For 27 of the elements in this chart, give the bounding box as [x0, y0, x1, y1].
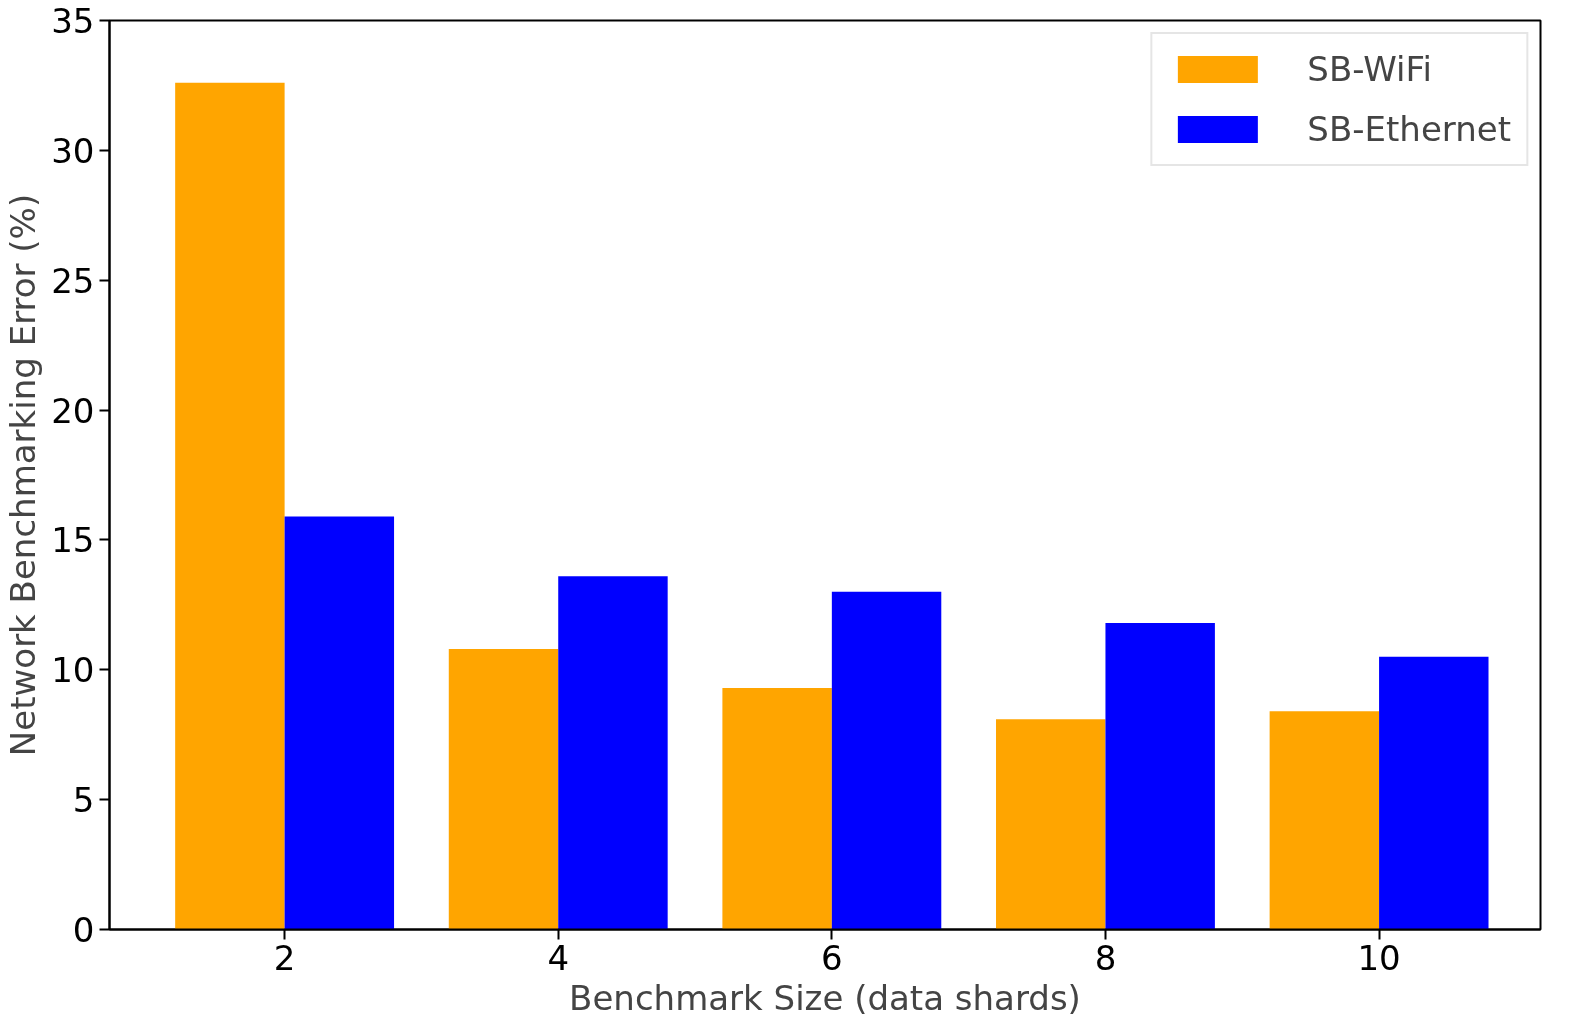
bar: [1269, 711, 1380, 930]
y-tick-label: 15: [51, 520, 95, 561]
y-tick-label: 20: [51, 390, 95, 431]
x-tick-label: 10: [1357, 937, 1401, 978]
legend-label: SB-Ethernet: [1307, 109, 1511, 149]
bar: [1105, 623, 1215, 930]
legend-label: SB-WiFi: [1307, 49, 1433, 89]
bar: [284, 516, 395, 930]
bar: [448, 649, 559, 930]
x-tick-label: 2: [273, 937, 296, 978]
x-tick-label: 6: [821, 937, 843, 978]
bar: [558, 576, 668, 930]
x-tick-label: 4: [547, 937, 570, 978]
y-tick-label: 25: [51, 260, 95, 301]
y-tick-label: 30: [51, 130, 95, 171]
bar: [722, 687, 832, 930]
bar: [1379, 656, 1489, 930]
y-tick-label: 10: [51, 650, 95, 691]
y-tick-label: 35: [51, 1, 95, 41]
bar: [996, 719, 1106, 930]
y-axis-title: Network Benchmarking Error (%): [3, 193, 44, 757]
y-tick-label: 0: [72, 910, 95, 950]
bar: [831, 591, 942, 930]
x-axis-title: Benchmark Size (data shards): [569, 977, 1081, 1018]
bar: [175, 82, 285, 930]
x-tick-label: 8: [1094, 937, 1117, 978]
y-tick-label: 5: [72, 780, 95, 821]
